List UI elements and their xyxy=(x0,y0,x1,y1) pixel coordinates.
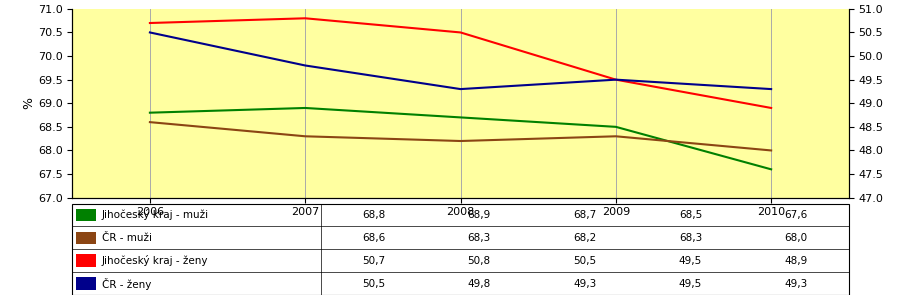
Text: 68,3: 68,3 xyxy=(467,233,491,243)
Bar xyxy=(76,209,96,221)
Text: ČR - muži: ČR - muži xyxy=(102,233,152,243)
Text: 50,7: 50,7 xyxy=(362,256,384,266)
Text: 68,2: 68,2 xyxy=(573,233,595,243)
Text: 49,5: 49,5 xyxy=(678,256,701,266)
Text: 68,6: 68,6 xyxy=(362,233,385,243)
Text: 68,7: 68,7 xyxy=(573,210,595,220)
Text: 49,8: 49,8 xyxy=(467,278,491,289)
Text: 68,8: 68,8 xyxy=(362,210,385,220)
Text: 68,9: 68,9 xyxy=(467,210,491,220)
Text: Jihočeský kraj - muži: Jihočeský kraj - muži xyxy=(102,209,208,220)
Text: 68,0: 68,0 xyxy=(784,233,806,243)
Text: 49,5: 49,5 xyxy=(678,278,701,289)
Text: Jihočeský kraj - ženy: Jihočeský kraj - ženy xyxy=(102,255,208,266)
Bar xyxy=(76,277,96,290)
Text: 68,3: 68,3 xyxy=(678,233,701,243)
Text: 50,5: 50,5 xyxy=(573,256,595,266)
Text: ČR - ženy: ČR - ženy xyxy=(102,278,151,290)
Text: 49,3: 49,3 xyxy=(784,278,806,289)
Bar xyxy=(76,232,96,244)
Bar xyxy=(76,254,96,267)
Text: 50,5: 50,5 xyxy=(362,278,384,289)
Text: 48,9: 48,9 xyxy=(784,256,806,266)
Text: 49,3: 49,3 xyxy=(573,278,595,289)
Text: 67,6: 67,6 xyxy=(784,210,806,220)
Y-axis label: %: % xyxy=(22,97,35,109)
Text: 50,8: 50,8 xyxy=(467,256,490,266)
Text: 68,5: 68,5 xyxy=(678,210,701,220)
